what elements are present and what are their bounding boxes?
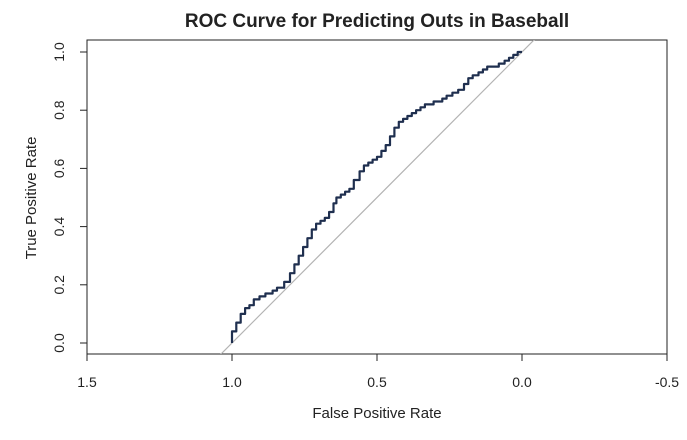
chart-title: ROC Curve for Predicting Outs in Basebal… <box>185 11 569 32</box>
x-tick-label: 1.0 <box>222 374 242 390</box>
y-axis-label: True Positive Rate <box>23 137 40 260</box>
y-tick-label: 1.0 <box>51 42 67 62</box>
x-tick-label: 0.0 <box>512 374 532 390</box>
y-tick-label: 0.8 <box>51 100 67 120</box>
plot-area: 1.5 1.0 0.5 0.0 -0.5 0.0 0.2 0.4 0.6 0.8 1.0 <box>51 39 679 390</box>
y-tick-label: 0.4 <box>51 217 67 237</box>
x-tick-label: -0.5 <box>655 374 679 390</box>
x-tick-label: 1.5 <box>77 374 97 390</box>
x-tick-label: 0.5 <box>367 374 387 390</box>
x-axis-label: False Positive Rate <box>312 405 441 422</box>
y-tick-label: 0.0 <box>51 333 67 353</box>
roc-curve-line <box>230 50 522 343</box>
y-tick-label: 0.2 <box>51 275 67 295</box>
reference-diagonal-line <box>220 40 535 354</box>
y-tick-label: 0.6 <box>51 158 67 178</box>
